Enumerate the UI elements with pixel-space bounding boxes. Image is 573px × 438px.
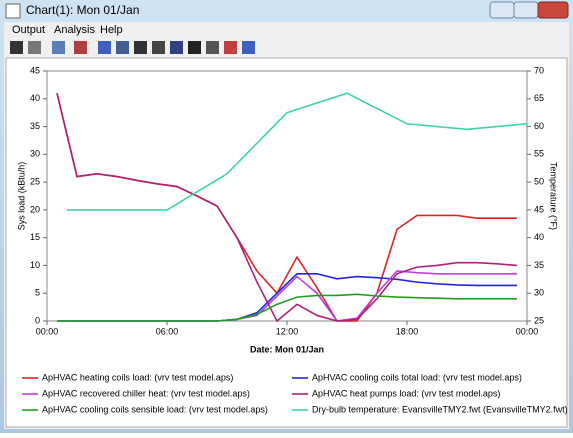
y2-tick-label: 40 [534,232,544,242]
y-tick-label: 25 [30,176,40,186]
y-tick-label: 10 [30,260,40,270]
tool-button[interactable] [52,41,65,54]
y2-tick-label: 55 [534,149,544,159]
legend-label: ApHVAC recovered chiller heat: (vrv test… [42,388,250,398]
maximize-button[interactable] [513,1,539,19]
menu-item[interactable]: Help [100,24,123,36]
tool-button[interactable] [10,41,23,54]
close-button[interactable] [537,1,569,19]
x-tick-label: 12:00 [276,326,299,336]
y2-tick-label: 65 [534,93,544,103]
y2-tick-label: 30 [534,288,544,298]
toolbar [10,41,255,54]
minimize-button[interactable] [489,1,515,19]
y-tick-label: 15 [30,232,40,242]
tool-button[interactable] [152,41,165,54]
menu-item[interactable]: Analysis [54,24,95,36]
y-tick-label: 40 [30,93,40,103]
series-line [57,293,517,322]
tool-button[interactable] [188,41,201,54]
y2-tick-label: 70 [534,65,544,75]
tool-button[interactable] [242,41,255,54]
tool-button[interactable] [224,41,237,54]
y-axis-label: Sys load (kBtu/h) [16,162,26,231]
tool-button[interactable] [206,41,219,54]
y2-tick-label: 45 [534,204,544,214]
tool-button[interactable] [170,41,183,54]
legend-label: ApHVAC cooling coils total load: (vrv te… [312,372,522,382]
chart-panel [5,57,568,428]
y2-tick-label: 60 [534,121,544,131]
tool-button[interactable] [28,41,41,54]
series-line [67,92,528,211]
y-tick-label: 30 [30,149,40,159]
y2-tick-label: 25 [534,315,544,325]
tool-button[interactable] [98,41,111,54]
y2-tick-label: 35 [534,260,544,270]
y-tick-label: 35 [30,121,40,131]
legend-label: ApHVAC heat pumps load: (vrv test model.… [312,388,500,398]
y-tick-label: 20 [30,204,40,214]
y-tick-label: 45 [30,65,40,75]
series-line [56,93,518,323]
legend-label: ApHVAC cooling coils sensible load: (vrv… [42,404,268,414]
tool-button[interactable] [74,41,87,54]
x-tick-label: 06:00 [156,326,179,336]
legend-label: Dry-bulb temperature: EvansvilleTMY2.fwt… [312,404,568,414]
y-tick-label: 0 [35,315,40,325]
x-tick-label: 00:00 [516,326,539,336]
tool-button[interactable] [116,41,129,54]
tool-button[interactable] [134,41,147,54]
x-tick-label: 00:00 [36,326,59,336]
y2-axis-label: Temperature (°F) [549,162,559,230]
y2-tick-label: 50 [534,176,544,186]
x-axis-label: Date: Mon 01/Jan [250,344,324,354]
legend-label: ApHVAC heating coils load: (vrv test mod… [42,372,233,382]
x-tick-label: 18:00 [396,326,419,336]
y-tick-label: 5 [35,288,40,298]
menu-item[interactable]: Output [12,24,45,36]
app-icon [5,3,21,19]
window-title: Chart(1): Mon 01/Jan [26,3,139,17]
